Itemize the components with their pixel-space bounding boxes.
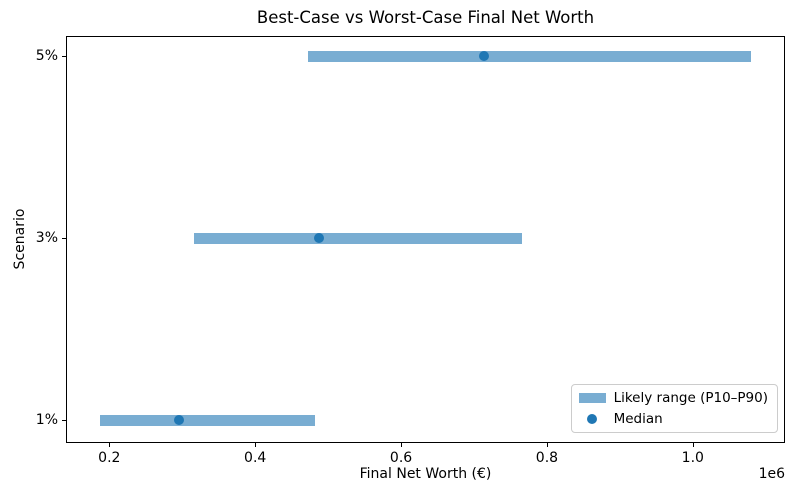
y-tick-mark-5% [62,55,66,57]
x-tick-mark-0.4 [255,443,257,447]
median-dot-5% [479,51,490,62]
x-tick-label-1.0: 1.0 [681,450,704,466]
y-tick-mark-1% [62,419,66,421]
legend-label-median: Median [613,411,663,427]
y-axis-label: Scenario [12,208,28,270]
median-dot-3% [313,233,324,244]
y-tick-label-1%: 1% [35,412,58,429]
y-tick-mark-3% [62,237,66,239]
y-tick-label-3%: 3% [35,230,58,247]
chart-title: Best-Case vs Worst-Case Final Net Worth [256,8,595,27]
range-bar-5% [308,50,752,62]
y-tick-label-5%: 5% [35,48,58,65]
range-bar-1% [99,414,315,426]
legend: Likely range (P10–P90) Median [570,384,778,433]
plot-area: 1% 3% 5% 0.2 0.4 0.6 0.8 1.0 [36,36,785,466]
x-tick-label-0.8: 0.8 [535,450,559,466]
x-tick-label-0.4: 0.4 [244,450,267,466]
x-tick-mark-0.6 [401,443,403,447]
x-tick-mark-1.0 [692,443,694,447]
legend-label-range: Likely range (P10–P90) [613,390,768,406]
range-bar-swatch-icon [578,393,606,403]
x-tick-mark-0.8 [546,443,548,447]
median-dot-1% [174,415,185,426]
x-axis-offset-label: 1e6 [758,466,785,482]
x-axis-label: Final Net Worth (€) [359,466,492,482]
legend-entry-range: Likely range (P10–P90) [578,390,768,406]
x-tick-label-0.6: 0.6 [389,450,413,466]
x-tick-label-0.2: 0.2 [98,450,121,466]
legend-entry-median: Median [579,411,768,427]
median-dot-swatch-icon [587,414,598,424]
range-bar-3% [193,232,523,244]
x-tick-mark-0.2 [109,443,111,447]
